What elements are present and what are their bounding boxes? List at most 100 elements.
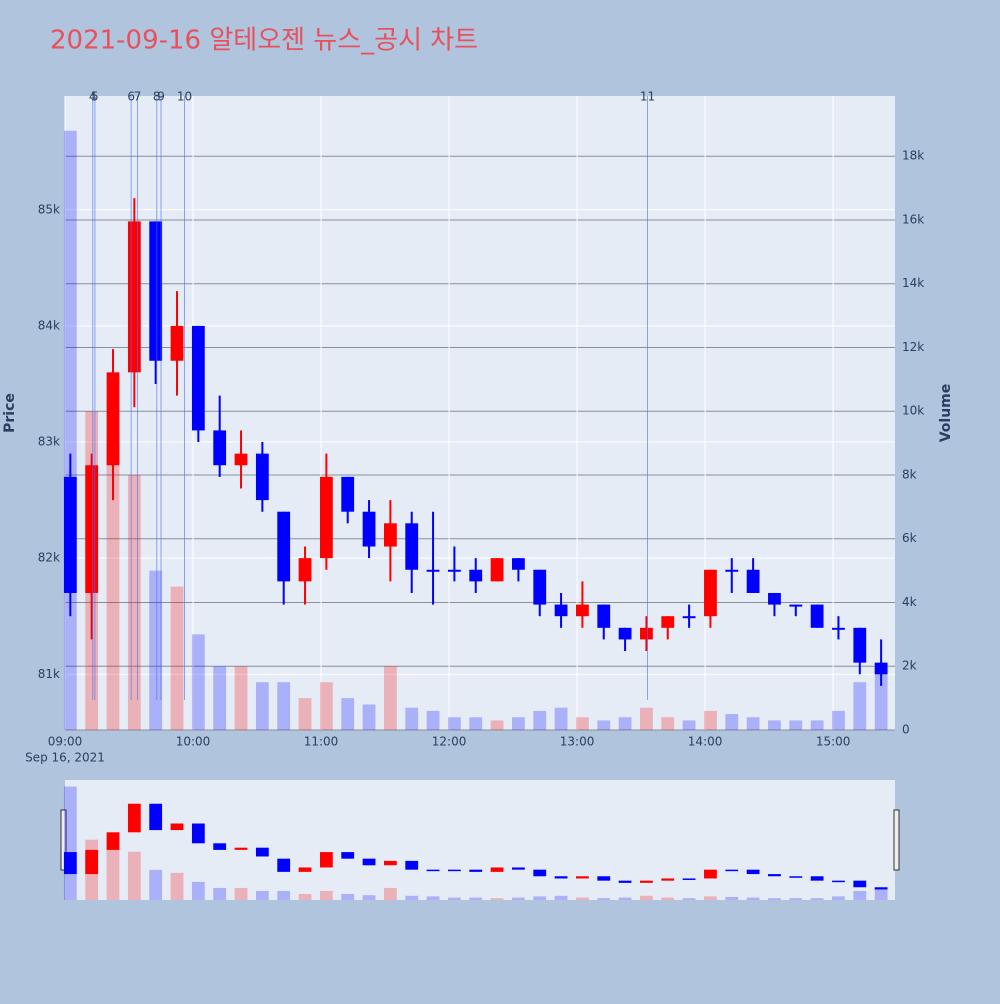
candle-body xyxy=(319,476,333,559)
y2-axis-title: Volume xyxy=(938,384,954,443)
volume-bar xyxy=(383,666,397,730)
mini-volume-bar xyxy=(746,897,760,900)
candle-body xyxy=(576,604,589,617)
mini-candle-body xyxy=(341,852,355,859)
volume-bar xyxy=(127,474,141,730)
mini-volume-bar xyxy=(490,898,504,900)
mini-volume-bar xyxy=(149,869,163,900)
volume-bar xyxy=(874,666,888,730)
mini-candle-body xyxy=(149,803,163,831)
mini-volume-bar xyxy=(127,851,141,900)
mini-volume-bar xyxy=(447,897,461,900)
volume-bar xyxy=(554,707,568,730)
y2-tick-label: 16k xyxy=(902,212,924,226)
volume-bar xyxy=(618,717,632,730)
event-label: 5 xyxy=(91,90,99,104)
candle-body xyxy=(298,558,312,582)
mini-candle-body xyxy=(298,867,312,872)
x-tick-label: 13:00 xyxy=(560,735,595,749)
mini-candle-body xyxy=(234,847,248,850)
chart-title: 2021-09-16 알테오젠 뉴스_공시 차트 xyxy=(50,26,478,56)
mini-candle-body xyxy=(618,880,632,883)
candle-body xyxy=(512,558,525,570)
mini-candle-body xyxy=(106,832,120,850)
volume-bar xyxy=(490,720,504,730)
volume-bar xyxy=(832,710,845,730)
mini-candle-body xyxy=(85,849,99,875)
mini-volume-bar xyxy=(832,896,845,900)
mini-candle-body xyxy=(746,869,760,875)
candle-body xyxy=(768,592,781,605)
volume-bar xyxy=(640,707,653,730)
mini-candle-body xyxy=(533,869,547,877)
candle-body xyxy=(533,569,547,605)
mini-volume-bar xyxy=(533,896,547,900)
mini-candle-body xyxy=(661,878,675,881)
mini-candle-body xyxy=(832,880,845,883)
mini-volume-bar xyxy=(383,887,397,900)
candle-body xyxy=(234,453,248,466)
event-label: 8 xyxy=(153,90,161,104)
candle-body xyxy=(554,604,568,617)
slider-handle[interactable] xyxy=(60,809,67,871)
mini-candle-body xyxy=(512,867,525,870)
volume-bar xyxy=(405,707,419,730)
volume-bar xyxy=(149,570,163,730)
volume-bar xyxy=(298,698,312,730)
candle-body xyxy=(405,523,419,570)
slider-handle[interactable] xyxy=(893,809,900,871)
candle-body xyxy=(490,558,504,582)
candle-body xyxy=(469,569,483,582)
mini-candle-body xyxy=(469,869,483,872)
candle-body xyxy=(426,569,440,572)
mini-volume-bar xyxy=(298,893,312,900)
candle-body xyxy=(341,476,355,512)
mini-candle-body xyxy=(682,878,696,880)
candle-body xyxy=(704,569,717,617)
mini-candle-body xyxy=(853,880,867,888)
x-tick-label: 14:00 xyxy=(688,735,723,749)
mini-volume-bar xyxy=(874,887,888,900)
mini-candle-body xyxy=(768,874,781,877)
mini-volume-bar xyxy=(618,897,632,900)
event-label: 10 xyxy=(177,90,192,104)
mini-volume-bar xyxy=(597,898,611,900)
mini-candle-body xyxy=(362,858,376,866)
candle-body xyxy=(149,221,163,361)
candle-body xyxy=(447,569,461,572)
y2-tick-label: 6k xyxy=(902,531,917,545)
mini-volume-bar xyxy=(768,898,781,900)
mini-volume-bar xyxy=(106,845,120,900)
volume-bar xyxy=(768,720,781,730)
mini-candle-body xyxy=(597,876,611,881)
mini-volume-bar xyxy=(640,895,653,900)
x-tick-label: 09:00 xyxy=(48,735,83,749)
volume-bar xyxy=(362,704,376,730)
candle-body xyxy=(682,616,696,619)
volume-bar xyxy=(810,720,824,730)
mini-volume-bar xyxy=(810,898,824,900)
x-tick-label: 10:00 xyxy=(176,735,211,749)
y-axis-title: Price xyxy=(2,393,18,433)
mini-volume-bar xyxy=(63,786,77,900)
mini-candle-body xyxy=(874,887,888,890)
x-tick-label: 12:00 xyxy=(432,735,467,749)
y2-tick-label: 12k xyxy=(902,340,924,354)
range-slider[interactable] xyxy=(65,780,895,900)
volume-bar xyxy=(853,682,867,730)
candle-body xyxy=(106,372,120,466)
mini-volume-bar xyxy=(405,895,419,900)
volume-bar xyxy=(682,720,696,730)
volume-bar xyxy=(597,720,611,730)
y2-tick-label: 8k xyxy=(902,467,917,481)
y2-tick-label: 18k xyxy=(902,149,924,163)
mini-candle-body xyxy=(405,860,419,870)
volume-bar xyxy=(426,710,440,730)
mini-candle-body xyxy=(554,876,568,879)
x-tick-label: 15:00 xyxy=(816,735,851,749)
mini-candle-body xyxy=(255,847,269,857)
y2-tick-label: 4k xyxy=(902,595,917,609)
volume-bar xyxy=(447,717,461,730)
mini-volume-bar xyxy=(682,898,696,900)
